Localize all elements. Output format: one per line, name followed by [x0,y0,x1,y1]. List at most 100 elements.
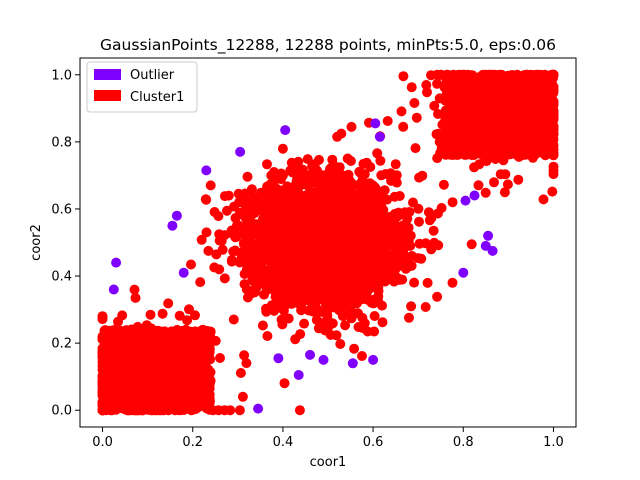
cluster1-point [548,129,559,140]
cluster1-point [456,113,467,124]
cluster1-point [284,251,295,261]
cluster1-point [434,136,445,147]
cluster1-point [371,214,382,225]
cluster1-point [344,266,355,277]
cluster1-point [262,331,273,341]
cluster1-point [414,172,425,183]
cluster1-point [329,175,340,186]
cluster1-point [409,277,420,288]
cluster1-point [396,238,407,249]
cluster1-point [503,144,514,155]
cluster1-point [235,368,246,378]
cluster1-point [369,311,380,321]
chart-title: GaussianPoints_12288, 12288 points, minP… [100,36,556,55]
cluster1-point [355,182,366,193]
cluster1-point [222,205,232,216]
cluster1-point [305,191,316,202]
cluster1-point [261,188,272,198]
cluster1-point [213,211,224,222]
cluster1-point [440,128,451,139]
cluster1-point [498,155,509,166]
cluster1-point [441,92,452,103]
cluster1-point [461,81,472,92]
cluster1-point [310,280,321,291]
cluster1-point [265,212,276,223]
cluster1-point [537,133,548,144]
cluster1-point [381,258,392,269]
cluster1-point [424,215,435,226]
cluster1-point [229,228,240,239]
cluster1-point [357,351,367,361]
cluster1-point [531,143,542,154]
cluster1-point [473,180,484,191]
cluster1-blob-1 [332,69,559,205]
cluster1-point [242,267,253,278]
cluster1-point [246,209,257,220]
cluster1-point [313,288,324,299]
cluster1-point [296,305,307,316]
cluster1-point [412,253,423,264]
cluster1-point [404,312,414,323]
cluster1-point [476,142,487,153]
cluster1-point [241,284,252,295]
cluster1-point [433,240,444,251]
cluster1-point [406,301,417,312]
cluster1-point [338,190,349,201]
cluster1-point [513,174,524,185]
cluster1-point [294,405,305,416]
cluster1-point [293,156,304,167]
cluster1-point [390,226,401,236]
cluster1-point [269,176,279,186]
cluster1-point [242,171,253,182]
cluster1-point [463,130,474,141]
cluster1-point [380,245,391,256]
cluster1-point [250,251,261,262]
cluster1-point [376,204,387,215]
cluster1-point [433,109,443,119]
cluster1-point [344,274,355,285]
cluster1-point [462,73,473,84]
cluster1-point [522,126,533,137]
cluster1-point [508,135,519,146]
cluster1-point [481,81,492,92]
cluster1-point [353,269,363,280]
cluster1-point [334,244,345,255]
cluster1-point [405,241,416,251]
cluster1-point [239,350,250,361]
cluster1-point [516,102,527,113]
cluster1-point [495,109,506,120]
cluster1-point [318,272,329,283]
cluster1-point [277,319,288,330]
cluster1-point [343,230,353,241]
cluster1-point [354,189,364,200]
cluster1-point [540,119,551,130]
cluster1-point [332,266,343,277]
cluster1-point [333,200,344,211]
cluster1-point [466,239,477,250]
cluster1-point [353,322,364,332]
cluster1-point [301,222,312,233]
cluster1-point [505,85,516,96]
cluster1-point [323,291,334,302]
cluster1-point [488,70,499,81]
cluster1-point [273,185,284,196]
cluster1-point [302,272,313,283]
cluster1-point [262,198,273,209]
cluster1-point [272,251,283,262]
cluster1-point [285,215,296,226]
cluster1-point [241,358,252,369]
cluster1-point [506,124,517,135]
cluster1-point [369,224,380,235]
cluster1-point [399,255,410,266]
cluster1-point [246,184,257,195]
cluster1-point [261,303,271,314]
cluster1-point [275,227,286,238]
cluster1-point [469,162,480,173]
cluster1-point [457,91,468,102]
cluster1-point [374,252,385,263]
cluster1-point [500,169,511,180]
cluster1-point [363,295,374,306]
cluster1-point [540,150,551,161]
cluster1-point [398,121,409,132]
